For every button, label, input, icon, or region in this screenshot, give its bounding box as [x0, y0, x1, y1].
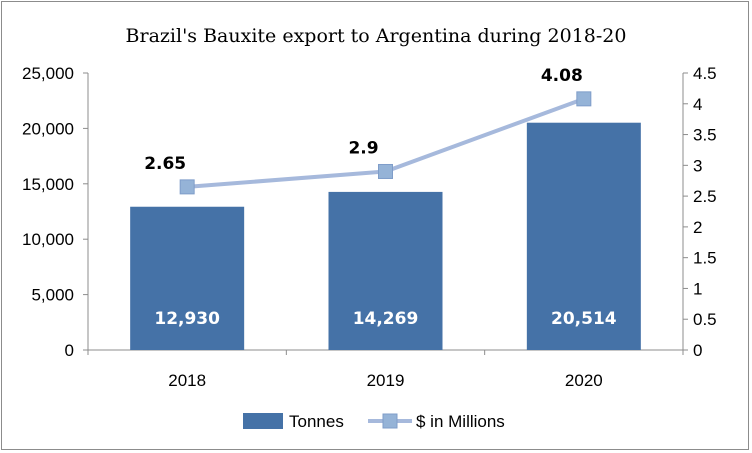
y-left-tick-label: 20,000 [22, 119, 74, 138]
line-point-marker [378, 163, 393, 179]
y-right-tick-label: 4 [693, 95, 702, 114]
y-right-tick-label: 2.5 [693, 187, 717, 206]
line-data-label: 2.9 [348, 138, 378, 158]
y-left-tick-label: 0 [65, 341, 74, 360]
y-right-tick-label: 2 [693, 218, 702, 237]
y-right-tick-label: 3 [693, 156, 702, 175]
y-right-tick-label: 0 [693, 341, 702, 360]
y-right-tick-label: 0.5 [693, 310, 717, 329]
bar [328, 191, 443, 350]
x-tick-label: 2018 [168, 371, 206, 390]
y-right-tick-label: 1.5 [693, 249, 717, 268]
y-left-tick-label: 10,000 [22, 230, 74, 249]
line-data-label: 4.08 [541, 66, 583, 86]
bar-data-label: 20,514 [551, 309, 617, 329]
y-left-tick-label: 25,000 [22, 64, 74, 83]
y-right-tick-label: 4.5 [693, 64, 717, 83]
y-left-tick-label: 15,000 [22, 175, 74, 194]
bar-data-label: 12,930 [154, 309, 220, 329]
line-series [179, 91, 592, 195]
x-tick-label: 2019 [367, 371, 405, 390]
legend-label-tonnes: Tonnes [289, 412, 344, 431]
y-right-tick-label: 3.5 [693, 126, 717, 145]
bar [130, 206, 245, 350]
y-right-tick-label: 1 [693, 279, 702, 298]
bar-data-label: 14,269 [353, 309, 419, 329]
legend: Tonnes $ in Millions [243, 412, 505, 431]
line-point-marker [179, 179, 195, 195]
line-data-label: 2.65 [144, 154, 186, 174]
line-point-marker [576, 91, 592, 107]
legend-swatch-tonnes [243, 413, 283, 429]
legend-marker-dollars [382, 413, 398, 429]
y-left-tick-label: 5,000 [31, 286, 74, 305]
bar [526, 122, 641, 350]
axes: 0 5,000 10,000 15,000 20,000 25,000 0 0.5 1 1.5 2 2… [22, 64, 717, 390]
chart-title: Brazil's Bauxite export to Argentina dur… [126, 25, 627, 47]
legend-label-dollars: $ in Millions [416, 412, 505, 431]
x-tick-label: 2020 [565, 371, 603, 390]
data-labels: 12,930 14,269 20,514 2.65 2.9 4.08 [144, 66, 617, 329]
bars [130, 122, 641, 350]
